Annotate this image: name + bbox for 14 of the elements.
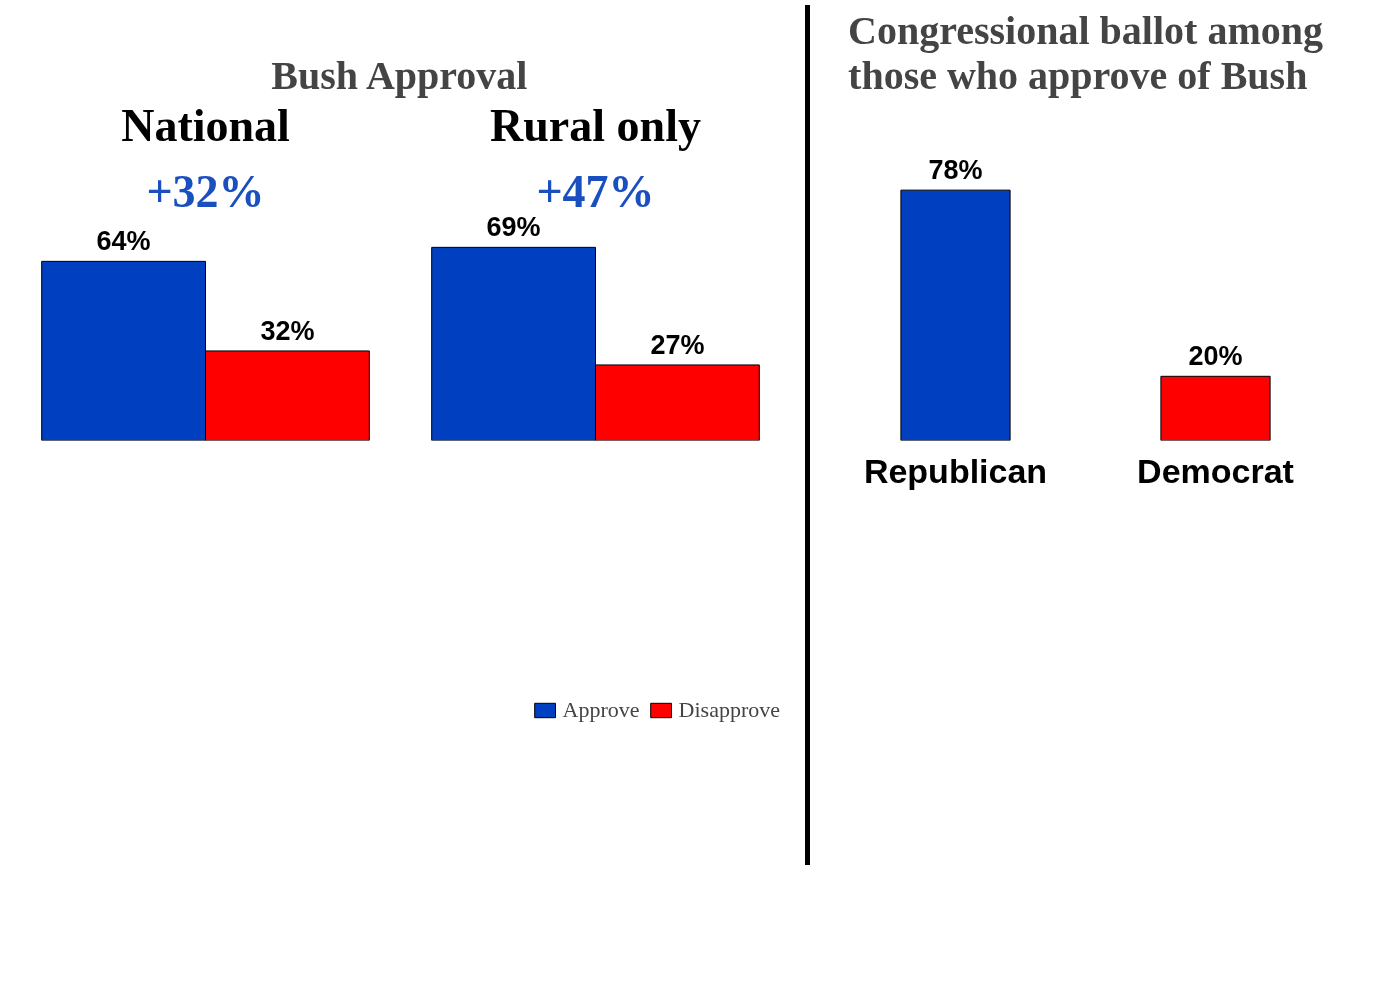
legend-label: Approve (562, 697, 640, 723)
text: +32% (146, 166, 265, 218)
x-tick-label: National (121, 99, 290, 151)
data-label: 20% (1188, 341, 1243, 372)
data-label: 32% (260, 315, 315, 346)
legend-label: Disapprove (678, 697, 780, 723)
x-tick-label: Republican (863, 451, 1048, 490)
data-label: 78% (928, 155, 983, 186)
x-tick-label: Rural only (490, 99, 701, 151)
data-label: 64% (96, 226, 151, 257)
chart-title: Bush Approval (271, 52, 528, 98)
data-label: 27% (650, 329, 705, 360)
chart-title: Congressional ballot among those who approve of Bush (848, 7, 1323, 98)
x-tick-label: Democrat (1137, 451, 1294, 490)
